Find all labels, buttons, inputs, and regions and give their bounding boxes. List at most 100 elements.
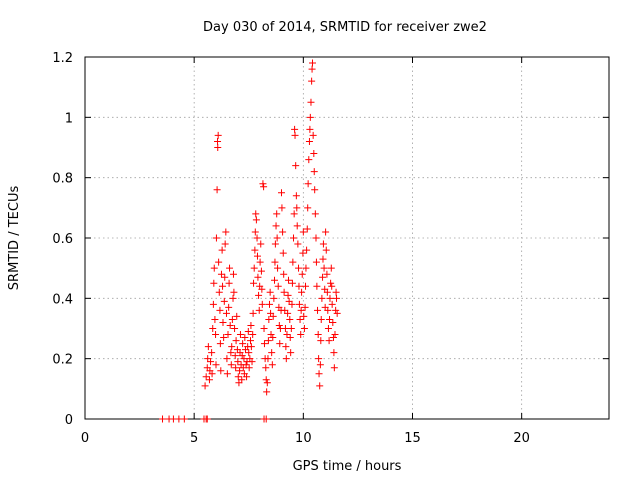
data-point <box>286 334 294 342</box>
data-point <box>247 321 255 329</box>
data-point <box>215 288 223 296</box>
data-point <box>249 331 257 339</box>
data-point <box>246 337 254 345</box>
data-point <box>318 294 326 302</box>
data-point <box>258 285 266 293</box>
data-point <box>204 355 212 363</box>
data-point <box>222 309 230 317</box>
data-point <box>284 291 292 299</box>
data-point <box>286 315 294 323</box>
data-point <box>316 361 324 369</box>
data-point <box>322 246 330 254</box>
data-point <box>333 294 341 302</box>
x-tick-label: 20 <box>513 431 530 446</box>
data-point <box>208 370 216 378</box>
data-point <box>329 318 337 326</box>
data-point <box>216 340 224 348</box>
data-point <box>230 288 238 296</box>
data-point <box>287 349 295 357</box>
data-point <box>324 325 332 332</box>
data-point <box>297 306 305 314</box>
data-point <box>217 367 225 375</box>
data-point <box>239 364 247 372</box>
data-point <box>288 279 296 287</box>
data-point <box>305 156 313 164</box>
data-point <box>271 276 279 284</box>
data-point <box>303 225 311 233</box>
data-point <box>214 144 222 151</box>
data-point <box>308 65 316 73</box>
data-point <box>242 361 250 369</box>
data-point <box>280 288 288 296</box>
data-point <box>291 125 299 133</box>
data-point <box>256 258 264 266</box>
data-point <box>314 331 322 339</box>
data-point <box>266 288 274 296</box>
data-point <box>258 300 266 308</box>
data-point <box>233 312 241 320</box>
data-point <box>275 321 283 329</box>
data-point <box>221 240 229 248</box>
data-point <box>292 162 300 170</box>
grid-lines <box>85 57 609 419</box>
data-point <box>290 210 298 218</box>
data-point <box>250 279 258 287</box>
data-point <box>297 331 305 339</box>
data-point <box>232 364 240 372</box>
data-point <box>254 273 262 281</box>
y-tick-label: 0 <box>65 413 73 428</box>
x-axis: 0 5 10 15 20 <box>81 57 530 446</box>
data-point <box>308 77 316 85</box>
data-point <box>328 282 336 290</box>
data-point <box>290 234 298 242</box>
y-axis: 0 0.2 0.4 0.6 0.8 1 1.2 <box>52 51 609 428</box>
chart-title: Day 030 of 2014, SRMTID for receiver zwe… <box>203 20 487 35</box>
data-point <box>298 288 306 296</box>
data-point <box>309 131 317 139</box>
data-point <box>282 355 290 363</box>
data-point <box>281 325 289 332</box>
data-point <box>327 279 335 287</box>
data-point <box>301 303 309 311</box>
data-point <box>250 264 258 272</box>
data-point <box>264 337 272 345</box>
data-point <box>222 228 230 236</box>
data-point <box>330 364 338 372</box>
data-point <box>220 297 228 305</box>
data-point <box>257 267 265 275</box>
data-point <box>279 228 287 236</box>
data-point <box>310 150 318 158</box>
y-tick-label: 0.4 <box>52 292 73 307</box>
data-point <box>247 343 255 351</box>
data-point <box>216 306 224 314</box>
data-point <box>209 300 217 308</box>
data-point <box>224 331 232 339</box>
data-point <box>219 282 227 290</box>
data-point <box>309 59 317 67</box>
data-point <box>210 279 218 287</box>
data-point <box>269 312 277 320</box>
data-point <box>273 234 281 242</box>
data-point <box>223 370 231 378</box>
data-point <box>295 264 303 272</box>
data-point <box>268 361 276 369</box>
data-point <box>317 337 325 345</box>
data-point <box>214 137 222 145</box>
y-tick-label: 1 <box>65 111 73 126</box>
data-point <box>259 180 267 188</box>
data-point <box>307 98 315 106</box>
data-point <box>302 264 310 272</box>
data-point <box>319 240 327 248</box>
data-point <box>236 331 244 339</box>
data-point <box>238 376 246 384</box>
data-point <box>219 318 227 326</box>
data-point <box>279 249 287 257</box>
data-point <box>215 258 223 266</box>
data-point <box>306 125 314 133</box>
data-point <box>316 382 324 390</box>
data-point <box>255 306 263 314</box>
data-point <box>331 331 339 339</box>
data-points <box>159 59 341 423</box>
data-point <box>293 204 301 212</box>
